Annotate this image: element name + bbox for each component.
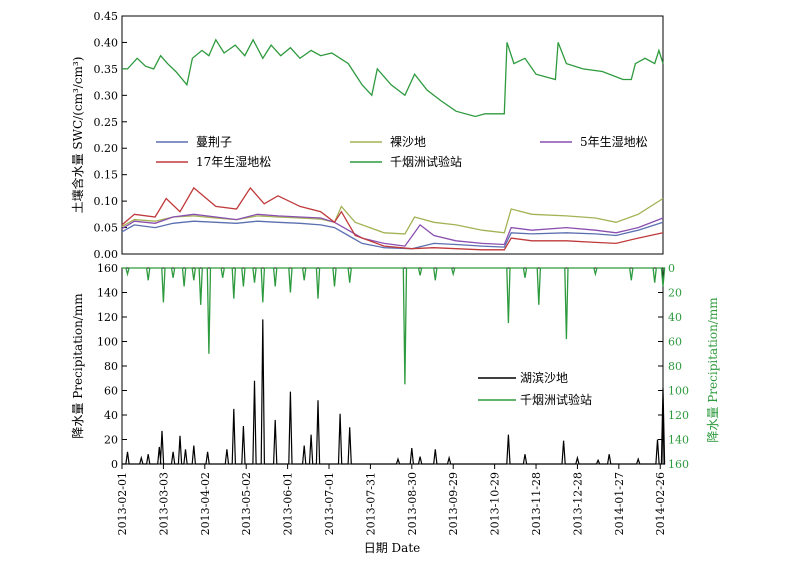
swc-y-tick-label: 0.00: [94, 248, 119, 261]
precip-legend-label: 千烟洲试验站: [520, 392, 592, 407]
precip-y-tick-label: 0: [111, 458, 118, 471]
precip-right-axis-ticks: 0 20 40 60 80 100 120 140 160: [658, 262, 689, 471]
swc-legend-label: 蔓荆子: [196, 135, 232, 149]
precip-right-tick-label: 160: [668, 458, 689, 471]
swc-legend: 蔓荆子 裸沙地 5年生湿地松 17年生湿地松 千烟洲试验站: [156, 134, 648, 169]
x-axis-ticks: 2013-02-01 2013-03-03 2013-04-02 2013-05-02…: [116, 464, 667, 535]
precip-line-hubin: [122, 319, 666, 465]
swc-legend-label: 17年生湿地松: [196, 154, 271, 169]
swc-line: [121, 186, 664, 251]
precip-right-tick-label: 60: [668, 336, 682, 349]
precip-y-axis-ticks: 0 20 40 60 80 100 120 140 160: [97, 262, 127, 471]
swc-y-axis-label: 土壤含水量 SWC/(cm³/cm³): [70, 57, 85, 214]
x-tick-label: 2013-05-02: [240, 472, 253, 535]
swc-y-tick-label: 0.40: [94, 36, 119, 49]
x-tick-label: 2013-03-03: [157, 472, 170, 535]
swc-plot-frame: [121, 15, 664, 255]
swc-line: [121, 220, 664, 250]
x-tick-label: 2013-12-28: [571, 472, 584, 535]
swc-y-tick-label: 0.25: [94, 116, 119, 129]
swc-line: [122, 38, 664, 118]
x-tick-label: 2013-07-01: [323, 472, 336, 535]
precip-right-tick-label: 80: [668, 360, 682, 373]
precip-series-hubin: [122, 319, 666, 465]
precip-y-axis-label: 降水量 Precipitation/mm: [71, 293, 85, 439]
x-tick-label: 2013-09-29: [447, 472, 460, 535]
x-tick-label: 2013-10-29: [489, 472, 502, 535]
swc-y-axis-ticks: 0.00 0.05 0.10 0.15 0.20 0.25 0.30 0.35 0.40 0.45: [94, 10, 127, 261]
precip-y-tick-label: 20: [104, 434, 118, 447]
precip-y-tick-label: 60: [104, 385, 118, 398]
swc-legend-label: 千烟洲试验站: [390, 154, 462, 169]
precip-y-tick-label: 100: [97, 336, 118, 349]
precip-y-tick-label: 120: [97, 311, 118, 324]
x-axis-label: 日期 Date: [364, 541, 421, 555]
precip-panel: 0 20 40 60 80 100 120 140 160 0 20 40 60 80 100 120 140…: [71, 262, 720, 555]
swc-legend-label: 裸沙地: [390, 134, 426, 149]
swc-series-lines: [121, 38, 664, 251]
precip-right-tick-label: 140: [668, 434, 689, 447]
swc-y-tick-label: 0.15: [94, 169, 119, 182]
x-tick-label: 2013-07-31: [364, 472, 377, 535]
swc-y-tick-label: 0.30: [94, 89, 119, 102]
x-tick-label: 2013-04-02: [199, 472, 212, 535]
precip-y-tick-label: 40: [104, 409, 118, 422]
precip-right-tick-label: 100: [668, 385, 689, 398]
x-tick-label: 2014-01-27: [613, 472, 626, 535]
precip-legend-label: 湖滨沙地: [520, 370, 568, 385]
x-tick-label: 2013-06-01: [282, 472, 295, 535]
swc-line: [121, 213, 664, 247]
precip-line-qianyanzhou: [122, 267, 666, 385]
precip-y-tick-label: 140: [97, 287, 118, 300]
swc-legend-label: 5年生湿地松: [580, 134, 648, 149]
x-tick-label: 2013-08-30: [406, 472, 419, 535]
precip-right-axis-label: 降水量 Precipitation/mm: [706, 297, 720, 443]
precip-right-tick-label: 0: [668, 262, 675, 275]
swc-y-tick-label: 0.05: [94, 222, 119, 235]
x-tick-label: 2014-02-26: [654, 472, 667, 535]
precip-right-tick-label: 120: [668, 409, 689, 422]
precip-series-qianyanzhou: [122, 267, 666, 385]
precip-right-tick-label: 20: [668, 287, 682, 300]
swc-y-tick-label: 0.35: [94, 63, 119, 76]
x-tick-label: 2013-11-28: [530, 472, 543, 535]
swc-y-tick-label: 0.20: [94, 142, 119, 155]
precip-right-tick-label: 40: [668, 311, 682, 324]
x-tick-label: 2013-02-01: [116, 472, 129, 535]
precip-y-tick-label: 160: [97, 262, 118, 275]
precip-plot-frame: [121, 267, 664, 465]
swc-y-tick-label: 0.10: [94, 195, 119, 208]
swc-y-tick-label: 0.45: [94, 10, 119, 23]
precip-y-tick-label: 80: [104, 360, 118, 373]
swc-line: [121, 197, 664, 235]
swc-panel: 0.00 0.05 0.10 0.15 0.20 0.25 0.30 0.35 0.40 0.45…: [70, 10, 664, 261]
